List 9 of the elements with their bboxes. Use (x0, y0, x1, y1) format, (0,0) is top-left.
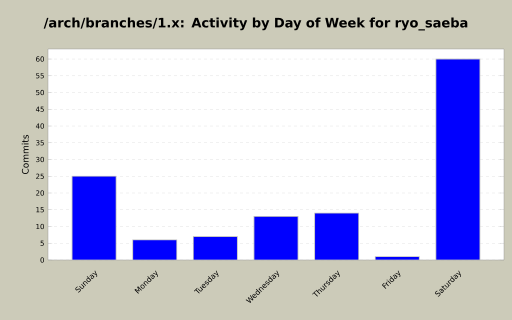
bar (192, 236, 238, 260)
bar (72, 176, 116, 260)
chart-title: /arch/branches/1.x: Activity by Day of Week for ryo_saeba (44, 18, 468, 30)
bar (314, 212, 360, 260)
bar (132, 239, 178, 260)
bar (436, 58, 480, 260)
bar (374, 256, 420, 260)
y-axis-title: Commits (22, 134, 29, 174)
bar (254, 216, 298, 260)
